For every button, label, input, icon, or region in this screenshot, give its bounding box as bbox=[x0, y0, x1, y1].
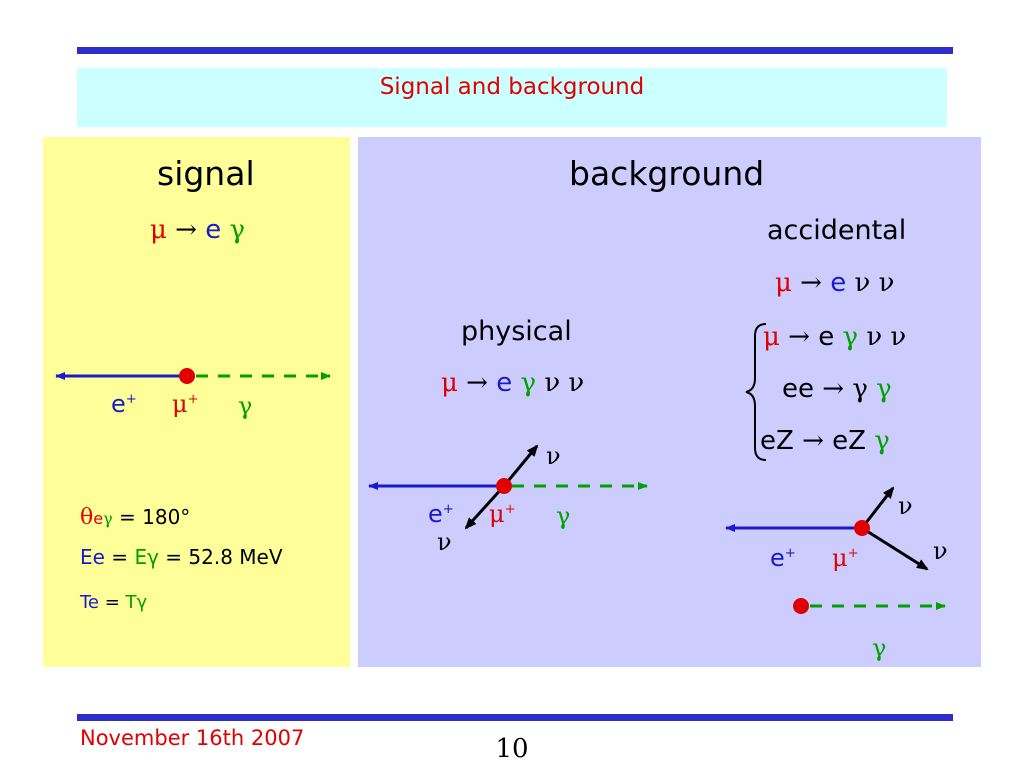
background-heading: background bbox=[569, 154, 765, 193]
signal-electron-label: e+ bbox=[111, 390, 137, 418]
signal-muon-vertex bbox=[179, 368, 195, 384]
page-number: 10 bbox=[495, 734, 529, 764]
accidental-neutrino-top-label: ν bbox=[898, 492, 913, 520]
physical-decay-equation: μ → e γ ν ν bbox=[441, 368, 585, 398]
bottom-rule bbox=[77, 714, 953, 721]
physical-neutrino-bottom-label: ν bbox=[437, 528, 452, 556]
accidental-muon-vertex bbox=[854, 520, 870, 536]
title-bar bbox=[77, 68, 947, 127]
arrow-symbol: → bbox=[175, 215, 197, 245]
physical-photon-label: γ bbox=[556, 502, 571, 530]
energy-condition: Ee = Eγ = 52.8 MeV bbox=[80, 545, 283, 569]
top-rule bbox=[77, 47, 953, 54]
accidental-heading: accidental bbox=[767, 215, 907, 246]
signal-photon-label: γ bbox=[238, 392, 253, 420]
electron-symbol: e bbox=[205, 215, 222, 245]
signal-heading: signal bbox=[157, 154, 255, 193]
signal-decay-equation: μ → e γ bbox=[150, 215, 245, 245]
slide-title: Signal and background bbox=[379, 74, 645, 100]
physical-heading: physical bbox=[461, 316, 572, 347]
accidental-photon-source bbox=[793, 598, 809, 614]
muon-symbol: μ bbox=[150, 215, 167, 245]
angle-condition: θeγ = 180° bbox=[80, 505, 191, 530]
physical-muon-vertex bbox=[496, 478, 512, 494]
gamma-source-brace bbox=[745, 323, 767, 461]
gamma-source-bremsstrahlung: eZ → eZ γ bbox=[760, 426, 890, 456]
accidental-neutrino-bottom-track bbox=[861, 526, 929, 571]
accidental-decay-equation: μ → e ν ν bbox=[775, 268, 895, 298]
physical-neutrino-top-track bbox=[502, 444, 539, 487]
gamma-source-annihilation: ee → γ γ bbox=[782, 374, 892, 404]
physical-neutrino-top-label: ν bbox=[546, 442, 561, 470]
footer-date: November 16th 2007 bbox=[80, 726, 305, 750]
signal-muon-label: μ+ bbox=[172, 390, 199, 418]
signal-panel bbox=[43, 137, 350, 667]
accidental-electron-label: e+ bbox=[770, 544, 796, 572]
accidental-muon-label: μ+ bbox=[832, 544, 859, 572]
accidental-neutrino-top-track bbox=[860, 486, 895, 529]
gamma-source-radiative: μ → e γ ν ν bbox=[763, 322, 907, 352]
physical-electron-label: e+ bbox=[428, 500, 454, 528]
physical-muon-label: μ+ bbox=[489, 500, 516, 528]
photon-symbol: γ bbox=[229, 215, 246, 245]
accidental-photon-label: γ bbox=[872, 634, 887, 662]
physical-neutrino-bottom-track bbox=[464, 484, 506, 530]
background-panel bbox=[358, 137, 981, 667]
time-condition: Te = Tγ bbox=[80, 592, 148, 613]
accidental-neutrino-bottom-label: ν bbox=[933, 537, 948, 565]
